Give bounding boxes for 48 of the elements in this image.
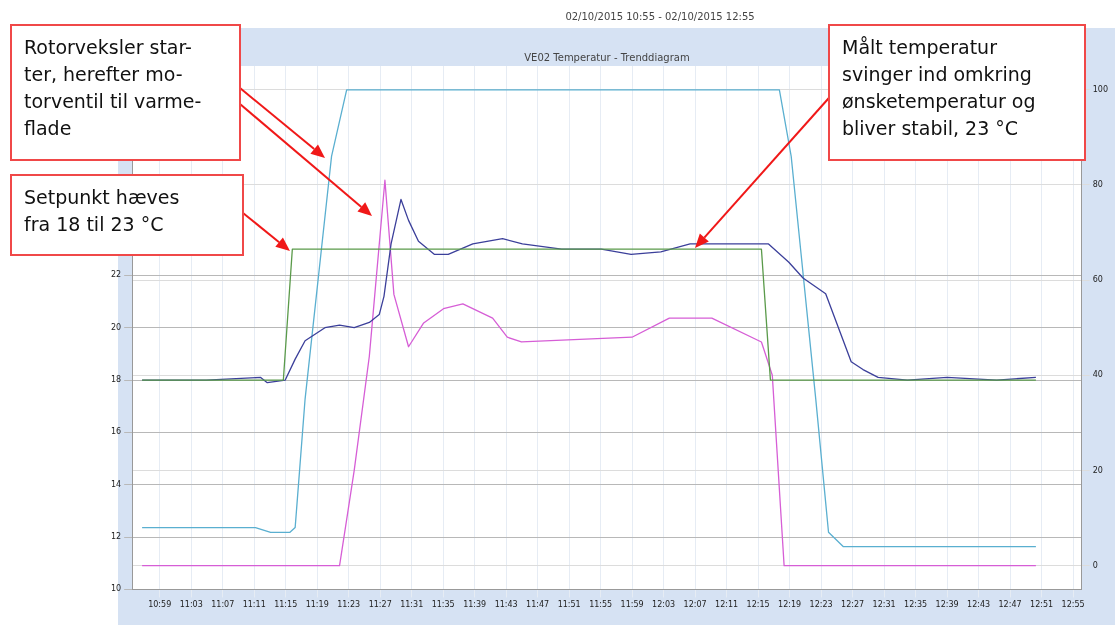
x-tick-label: 10:59 [148, 600, 172, 610]
x-tick-label: 11:27 [368, 600, 392, 610]
y2-tick-label: 20 [1092, 465, 1103, 475]
x-tick-label: 12:47 [998, 600, 1022, 610]
x-tick-label: 11:35 [431, 600, 455, 610]
x-tick-label: 12:55 [1061, 600, 1085, 610]
x-tick-label: 11:39 [463, 600, 487, 610]
x-tick-label: 11:55 [589, 600, 613, 610]
chart-title: VE02 Temperatur - Trenddiagram [524, 52, 690, 63]
x-tick-label: 11:03 [179, 600, 203, 610]
x-tick-label: 12:11 [715, 600, 739, 610]
x-tick-label: 12:35 [904, 600, 928, 610]
x-tick-label: 11:47 [526, 600, 550, 610]
x-tick-label: 12:43 [967, 600, 991, 610]
y2-tick-label: 0 [1092, 560, 1098, 570]
y-tick-label: 14 [110, 479, 122, 489]
x-tick-label: 12:19 [778, 600, 802, 610]
x-tick-label: 12:39 [935, 600, 959, 610]
y-tick-label: 20 [110, 322, 122, 332]
x-tick-label: 11:11 [242, 600, 266, 610]
x-tick-label: 12:27 [841, 600, 865, 610]
callout-box: Målt temperatur svinger ind omkring ønsketemperatur og bliver stabil, 23 °C [828, 24, 1086, 161]
y-tick-label: 12 [110, 532, 122, 542]
x-tick-label: 11:31 [400, 600, 424, 610]
x-tick-label: 11:51 [557, 600, 581, 610]
y-tick-label: 18 [110, 375, 122, 385]
x-tick-label: 11:19 [305, 600, 329, 610]
x-tick-label: 12:23 [809, 600, 833, 610]
chart-subtitle: 02/10/2015 10:55 - 02/10/2015 12:55 [565, 11, 755, 22]
x-tick-label: 12:03 [652, 600, 676, 610]
y2-tick-label: 80 [1092, 180, 1103, 190]
x-tick-label: 12:07 [683, 600, 707, 610]
y-tick-label: 16 [110, 427, 122, 437]
x-tick-label: 12:51 [1030, 600, 1054, 610]
x-tick-label: 11:07 [211, 600, 235, 610]
x-tick-label: 11:15 [274, 600, 298, 610]
x-tick-label: 11:23 [337, 600, 361, 610]
x-tick-label: 12:31 [872, 600, 896, 610]
x-tick-label: 12:15 [746, 600, 770, 610]
callout-box: Setpunkt hæves fra 18 til 23 °C [10, 174, 244, 256]
callout-box: Rotorveksler star- ter, herefter mo- torventil til varme- flade [10, 24, 241, 161]
y2-tick-label: 100 [1092, 84, 1109, 94]
y2-tick-label: 40 [1092, 370, 1103, 380]
y2-tick-label: 60 [1092, 275, 1103, 285]
y-tick-label: 10 [110, 584, 122, 594]
x-tick-label: 11:59 [620, 600, 644, 610]
x-tick-label: 11:43 [494, 600, 518, 610]
y-tick-label: 22 [110, 270, 122, 280]
